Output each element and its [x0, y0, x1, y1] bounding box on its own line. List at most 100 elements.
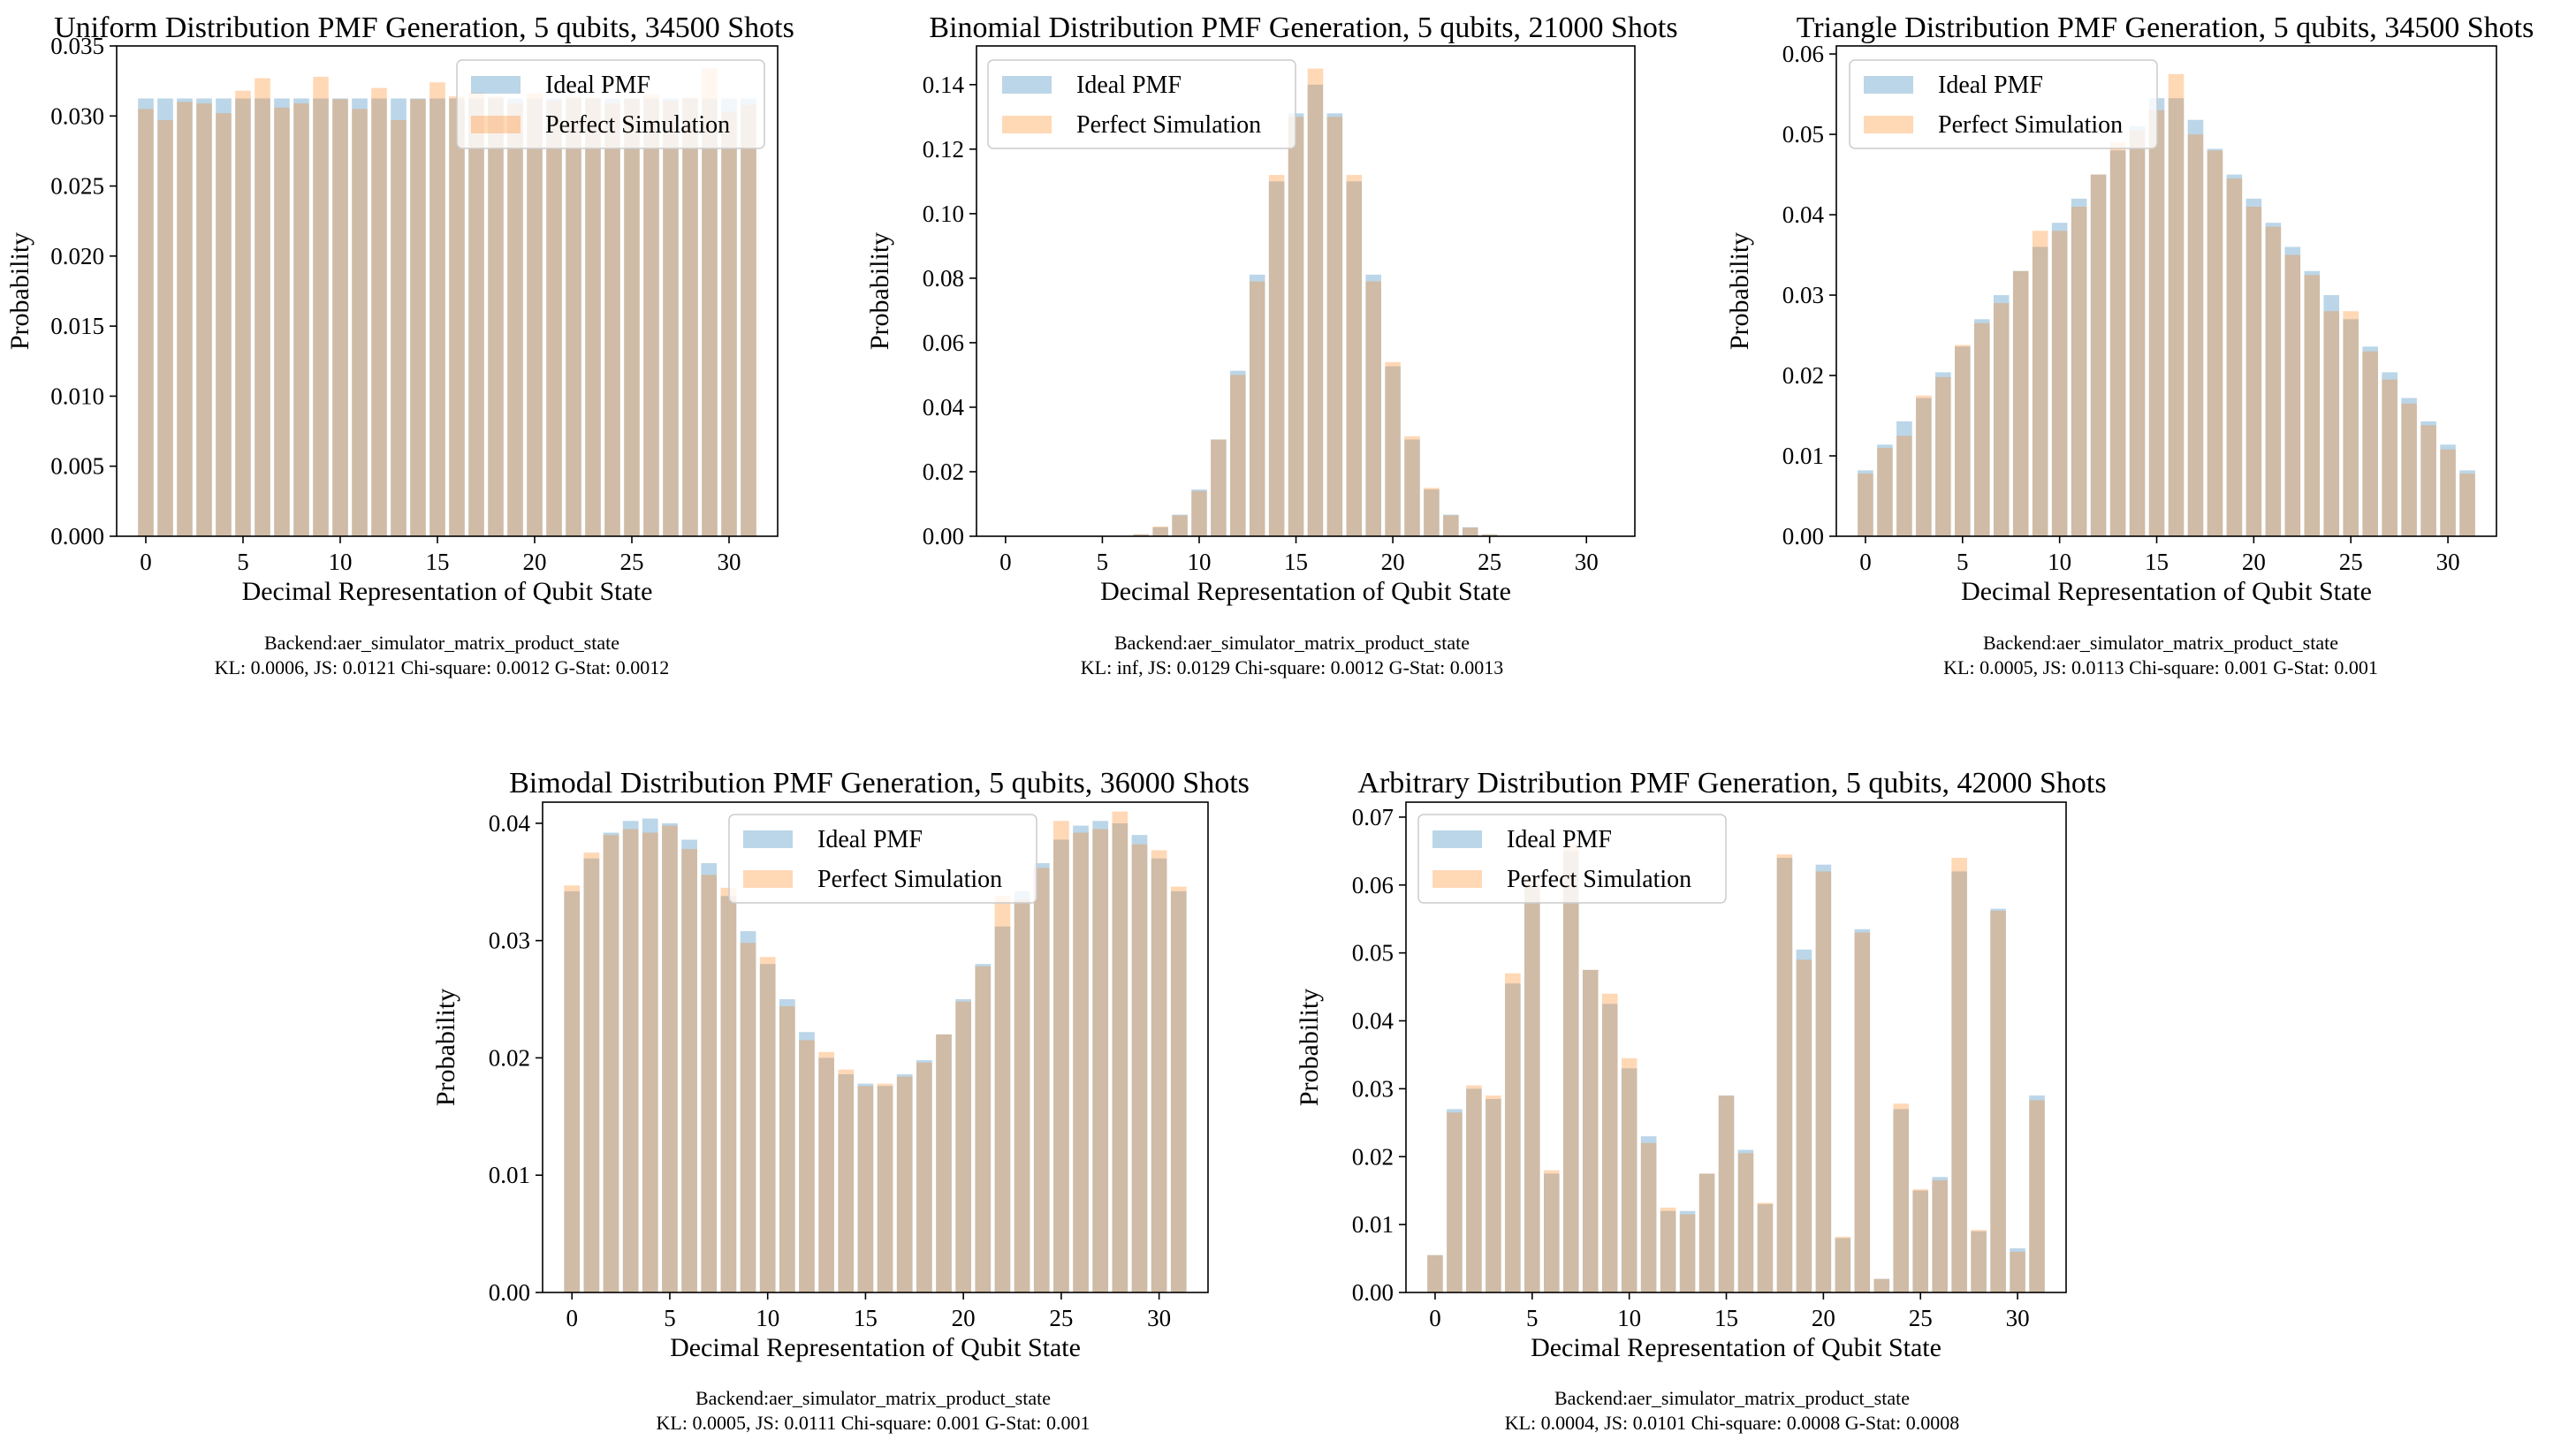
bar: [1543, 1170, 1560, 1292]
bar: [1932, 1180, 1948, 1292]
y-tick-label: 0.08: [923, 265, 964, 292]
y-tick-label: 0.03: [489, 928, 530, 954]
bar: [293, 98, 309, 537]
bar: [2129, 125, 2146, 537]
bar: [468, 92, 484, 536]
series-ideal-pmf: [1113, 84, 1517, 537]
x-tick-label: 30: [2006, 1305, 2030, 1331]
bar: [1131, 835, 1148, 1292]
legend-swatch: [1864, 76, 1913, 94]
bar: [2420, 421, 2436, 536]
bar: [2284, 246, 2301, 536]
bar: [896, 1074, 913, 1292]
bar: [1893, 1109, 1910, 1292]
bar: [1505, 983, 1521, 1292]
y-tick-label: 0.02: [489, 1044, 530, 1071]
bar: [1698, 1173, 1715, 1292]
y-tick-label: 0.14: [923, 72, 965, 98]
series-perfect-simulation: [1113, 68, 1517, 537]
bar: [2187, 119, 2204, 536]
bar: [2304, 270, 2321, 536]
legend-swatch: [743, 870, 793, 888]
bar: [1679, 1214, 1696, 1292]
y-tick-label: 0.04: [1782, 201, 1825, 228]
bar: [1133, 534, 1150, 536]
bar: [1971, 1230, 1987, 1292]
bar: [274, 98, 290, 537]
chart-5: 0.00 0.01 0.02 0.03 0.04 0.05 0.06 0.07 0 5 10 15 20…: [1295, 767, 2107, 1434]
legend-label: Ideal PMF: [1076, 72, 1182, 99]
bar: [391, 120, 407, 537]
bar: [1698, 1173, 1715, 1292]
legend-box: [728, 814, 1037, 904]
bar: [1151, 850, 1167, 1292]
bar: [1990, 910, 2006, 1292]
x-tick-label: 5: [664, 1305, 676, 1331]
bar: [585, 97, 601, 537]
bar: [740, 931, 756, 1292]
bar: [720, 887, 737, 1292]
x-tick-label: 30: [1575, 549, 1599, 575]
bar: [449, 98, 465, 537]
bar: [2029, 1100, 2045, 1292]
bar: [1170, 891, 1187, 1292]
bar: [643, 98, 659, 537]
legend-swatch: [743, 830, 793, 848]
bar: [681, 849, 697, 1292]
series-perfect-simulation: [1427, 844, 2045, 1292]
bar: [391, 98, 407, 537]
bar: [2382, 372, 2397, 536]
bar: [1601, 993, 1618, 1292]
bar: [642, 832, 658, 1292]
bar: [2459, 470, 2475, 536]
bar: [352, 109, 368, 537]
bar: [2459, 474, 2475, 536]
bar: [1815, 864, 1832, 1292]
bar: [2226, 178, 2243, 536]
bar: [663, 98, 679, 537]
axes-frame: [542, 801, 1209, 1293]
bar: [624, 98, 640, 537]
bar: [196, 103, 212, 536]
bar: [622, 821, 639, 1292]
bar: [2362, 351, 2378, 536]
bar: [1385, 366, 1401, 536]
axes-frame: [1835, 45, 2497, 537]
y-tick-label: 0.02: [1782, 362, 1824, 389]
bar: [1131, 844, 1148, 1292]
bar: [955, 999, 972, 1292]
bar: [799, 1040, 815, 1292]
x-tick-label: 15: [426, 549, 450, 575]
bar: [779, 1006, 795, 1292]
axes-frame: [976, 45, 1636, 537]
x-tick-label: 5: [1526, 1305, 1539, 1331]
legend-label: Ideal PMF: [1938, 72, 2043, 99]
x-tick-label: 20: [1812, 1305, 1835, 1331]
bar: [994, 926, 1011, 1292]
bar: [507, 103, 523, 536]
y-tick-label: 0.005: [50, 453, 104, 480]
y-tick-label: 0.04: [1352, 1008, 1394, 1035]
axes-frame: [1405, 801, 2067, 1293]
bar: [975, 964, 992, 1292]
bar: [2012, 270, 2029, 536]
bar: [1993, 303, 2010, 536]
bar: [1191, 490, 1207, 536]
legend-label: Ideal PMF: [545, 72, 650, 99]
bar: [2148, 98, 2165, 536]
x-tick-label: 20: [1381, 549, 1405, 575]
bar: [1288, 117, 1304, 536]
bar: [1562, 851, 1579, 1292]
bar: [2071, 206, 2087, 536]
bar: [2440, 449, 2456, 536]
bar: [488, 98, 504, 537]
bar: [1582, 969, 1599, 1292]
bar: [702, 98, 718, 537]
x-tick-label: 20: [952, 1305, 976, 1331]
x-tick-label: 0: [566, 1305, 578, 1331]
bar: [1346, 181, 1363, 537]
bar: [1973, 322, 1990, 536]
bar: [975, 966, 992, 1292]
bar: [741, 98, 756, 537]
